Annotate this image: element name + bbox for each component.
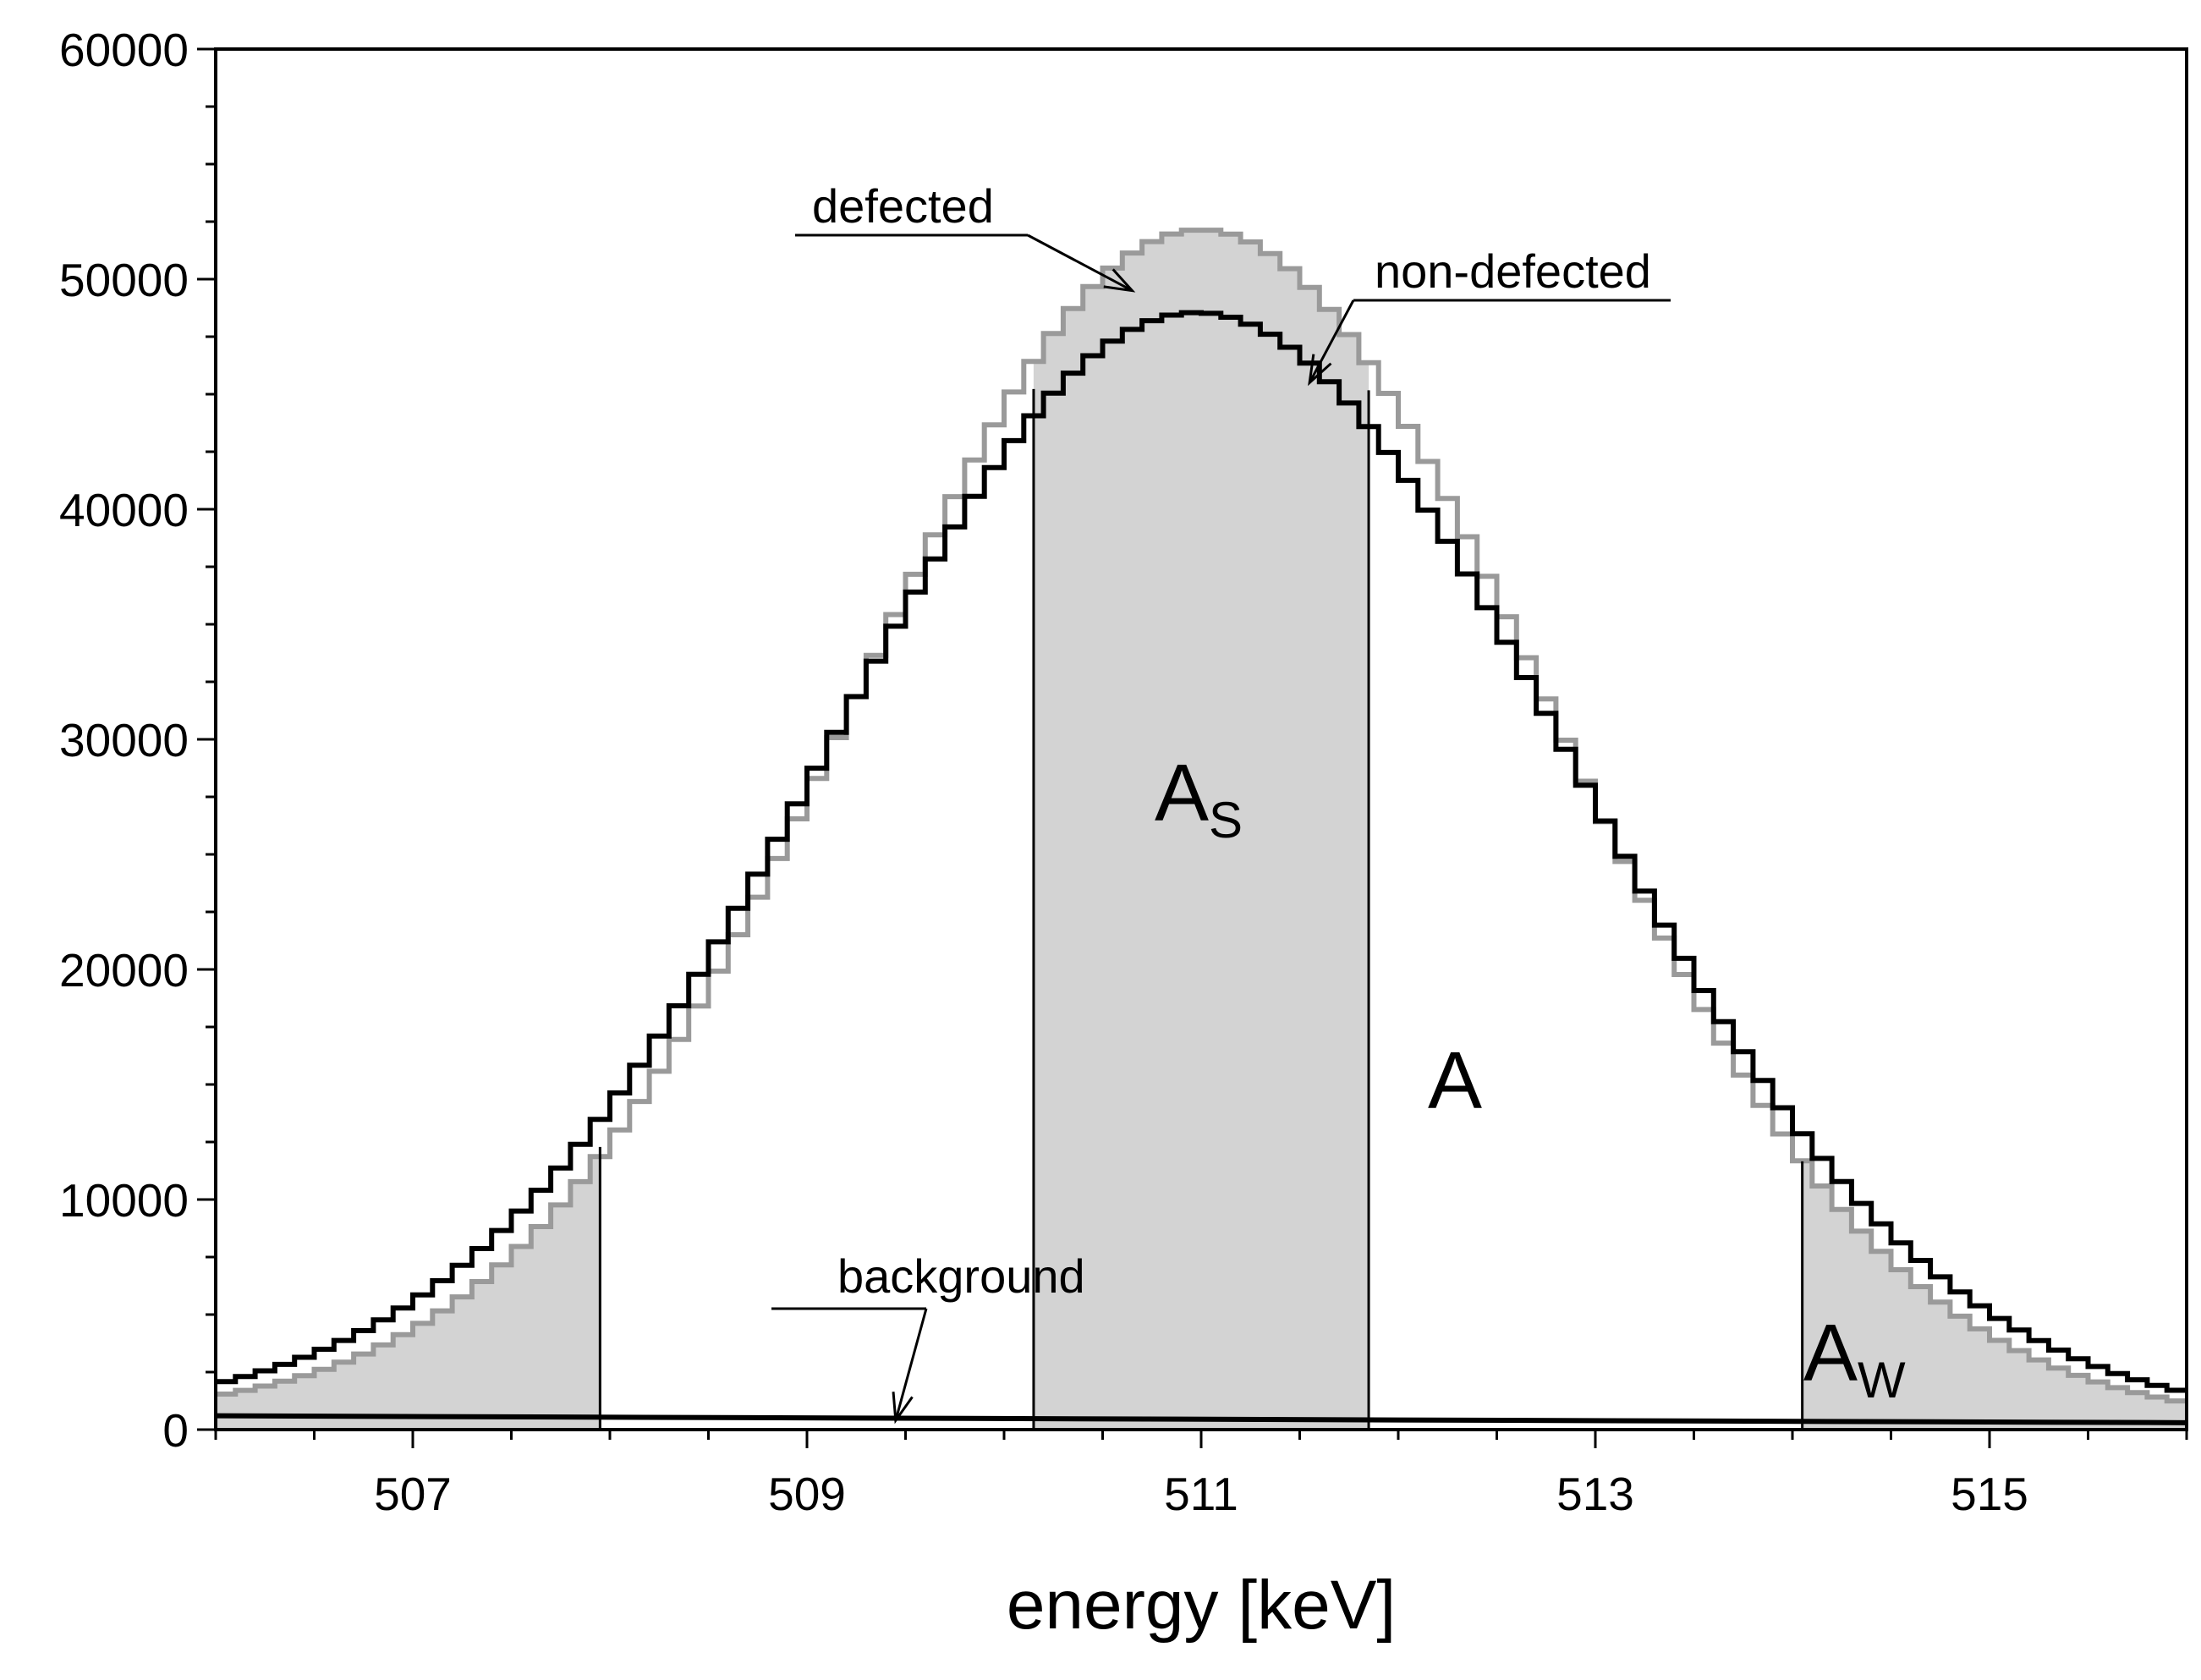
- annotation-non-defected: non-defected: [1375, 244, 1651, 298]
- y-tick-label: 40000: [59, 484, 189, 536]
- region-W-right: [1802, 1161, 2187, 1430]
- shaded-regions: [216, 230, 2187, 1430]
- axes: 0 10000 20000 30000 40000 50000 60000 507 509 511…: [59, 24, 2188, 1520]
- annotation-background: background: [837, 1249, 1085, 1303]
- area-label-a: A: [1428, 1035, 1482, 1126]
- y-tick-label: 30000: [59, 714, 189, 766]
- x-tick-label: 511: [1164, 1468, 1238, 1520]
- x-tick-label: 515: [1951, 1468, 2028, 1520]
- x-tick-label: 507: [374, 1468, 452, 1520]
- y-tick-label: 20000: [59, 944, 189, 996]
- annotation-arrow-non-defected: [1308, 299, 1355, 384]
- y-tick-label: 60000: [59, 24, 189, 76]
- area-label-as: AS: [1155, 748, 1243, 848]
- series-lines: [215, 228, 2187, 1430]
- x-tick-label: 513: [1556, 1468, 1634, 1520]
- annotation-arrow-background: [894, 1308, 928, 1421]
- series-background: [215, 1413, 2187, 1425]
- series-non-defected: [216, 310, 2187, 1393]
- region-W-left: [216, 1156, 601, 1430]
- series-defected: [216, 228, 2187, 1404]
- x-axis-label: energy [keV]: [1007, 1567, 1396, 1644]
- area-label-as-sub: S: [1209, 792, 1243, 848]
- x-tick-label: 509: [768, 1468, 846, 1520]
- y-tick-label: 10000: [59, 1174, 189, 1227]
- region-S: [1033, 230, 1369, 1430]
- area-label-aw-main: A: [1803, 1308, 1858, 1398]
- annotations: defected non-defected background: [771, 179, 1671, 1425]
- area-label-as-main: A: [1155, 748, 1209, 838]
- annotation-arrowhead-non-defected: [1308, 354, 1332, 387]
- annotation-defected: defected: [812, 179, 994, 233]
- area-label-aw-sub: W: [1858, 1352, 1906, 1408]
- y-tick-label: 50000: [59, 254, 189, 306]
- annotation-arrowhead-background: [892, 1392, 914, 1425]
- annotation-arrowhead-defected: [1103, 268, 1136, 293]
- annotation-arrow-defected: [1027, 233, 1133, 292]
- y-tick-label: 0: [162, 1404, 189, 1457]
- area-label-aw: AW: [1803, 1308, 1906, 1408]
